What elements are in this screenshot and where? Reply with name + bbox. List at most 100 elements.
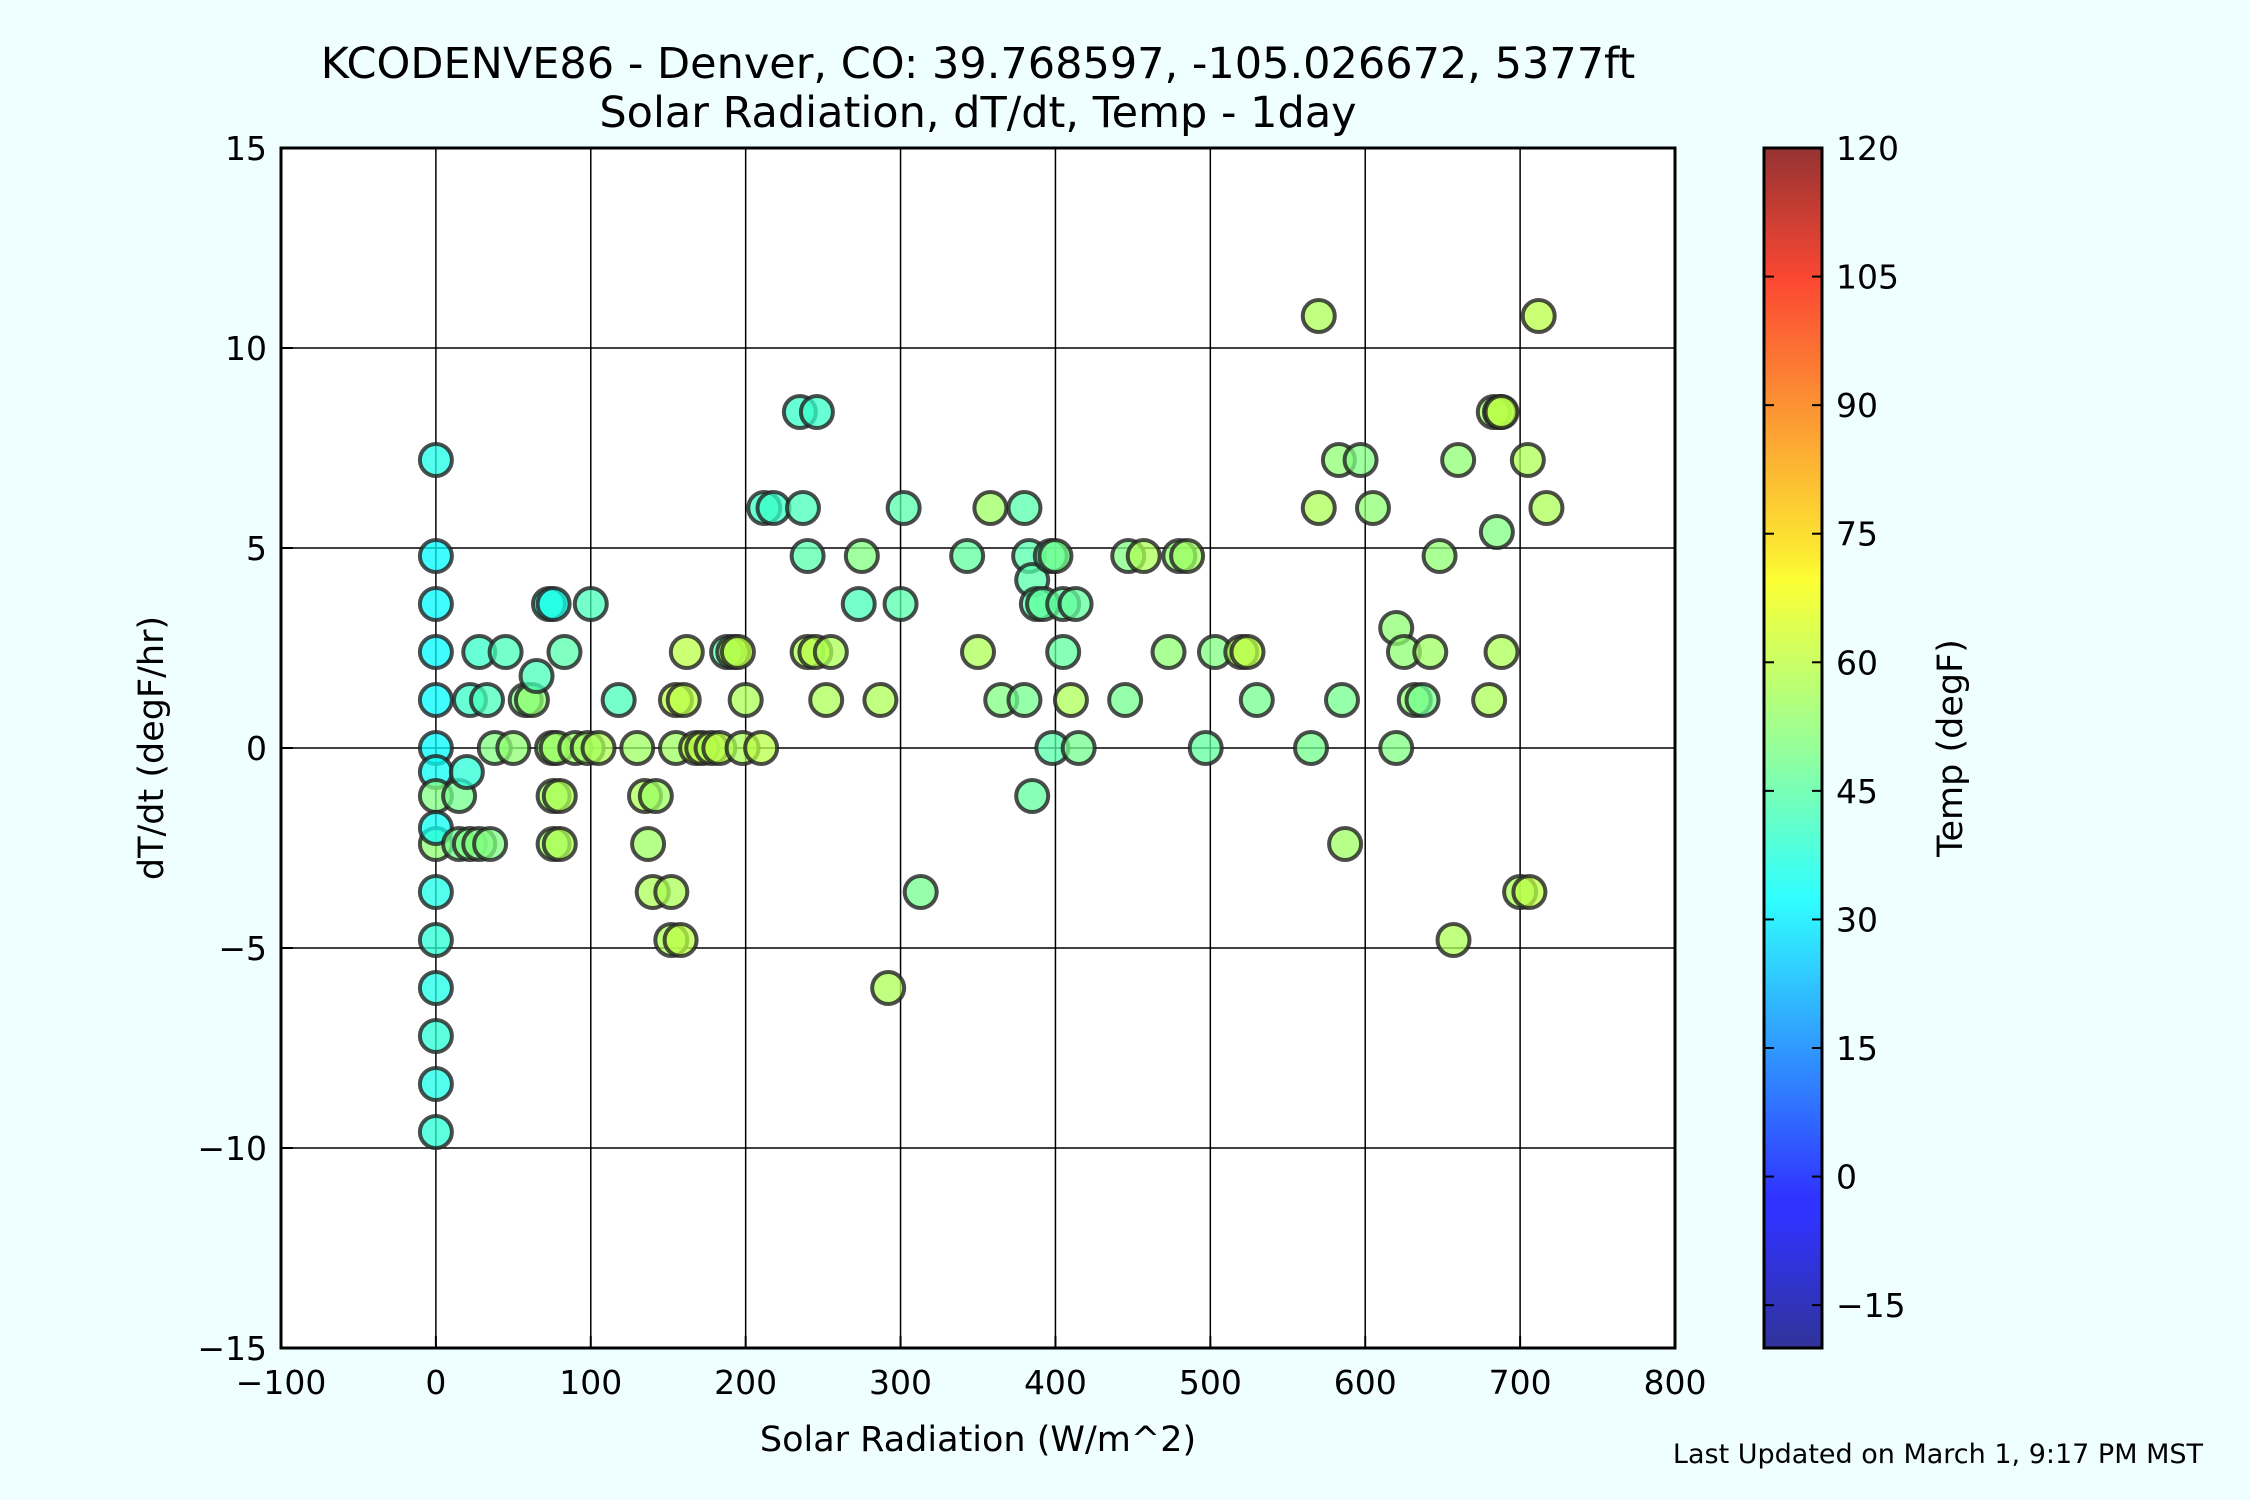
data-point [1509,442,1546,478]
data-point [417,1114,454,1150]
y-tick-label: 5 [246,529,267,568]
data-point [448,754,485,790]
data-point [1045,634,1082,670]
data-point [580,730,617,766]
data-point [417,970,454,1006]
data-point [1483,634,1520,670]
data-point [665,682,702,718]
data-point [417,682,454,718]
data-points [417,298,1565,1150]
data-point [870,970,907,1006]
data-point [518,658,555,694]
data-point [1238,682,1275,718]
x-tick-label: 700 [1489,1363,1552,1402]
data-point [719,634,756,670]
data-point [1327,826,1364,862]
data-point [417,538,454,574]
data-point [1435,922,1472,958]
data-point [653,874,690,910]
data-point [1511,874,1548,910]
data-point [949,538,986,574]
x-axis-ticks: −100 0 100 200 300 400 500 600 700 800 [236,1336,1707,1402]
data-point [417,1066,454,1102]
last-updated: Last Updated on March 1, 9:17 PM MST [1673,1439,2204,1470]
data-point [1412,634,1449,670]
data-point [1150,634,1187,670]
y-tick-label: −5 [218,929,267,968]
data-point [472,826,509,862]
colorbar-ticks: −15 0 15 30 45 60 75 90 105 120 [1764,129,1906,1325]
data-point [1293,730,1330,766]
data-point [1378,730,1415,766]
x-tick-label: 300 [869,1363,932,1402]
y-axis-label: dT/dt (degF/hr) [132,616,172,880]
data-point [743,730,780,766]
data-point [812,634,849,670]
data-point [1520,298,1557,334]
y-tick-label: 10 [225,329,267,368]
data-point [1440,442,1477,478]
data-point [668,634,705,670]
data-point [1052,682,1089,718]
data-point [1169,538,1206,574]
data-point [487,634,524,670]
y-tick-label: 15 [225,129,267,168]
data-point [535,586,572,622]
colorbar-tick-label: 15 [1836,1029,1878,1068]
data-point [619,730,656,766]
data-point [417,1018,454,1054]
data-point [1300,298,1337,334]
data-point [1478,514,1515,550]
data-point [1354,490,1391,526]
x-tick-label: 800 [1644,1363,1707,1402]
y-tick-label: −10 [197,1129,267,1168]
data-point [1323,682,1360,718]
data-point [469,682,506,718]
colorbar-tick-label: 60 [1836,643,1878,682]
colorbar-label: Temp (degF) [1931,639,1971,858]
data-point [843,538,880,574]
data-point [1342,442,1379,478]
x-tick-label: 400 [1024,1363,1087,1402]
data-point [1229,634,1266,670]
data-point [417,586,454,622]
data-point [789,538,826,574]
data-point [600,682,637,718]
data-point [1057,586,1094,622]
data-point [882,586,919,622]
data-point [1107,682,1144,718]
y-tick-label: 0 [246,729,267,768]
colorbar [1762,146,1824,1350]
data-point [1483,394,1520,430]
data-point [1300,490,1337,526]
data-point [784,490,821,526]
data-point [1528,490,1565,526]
data-point [1187,730,1224,766]
data-point [1125,538,1162,574]
y-axis-ticks: −15 −10 −5 0 5 10 15 [197,129,293,1368]
data-point [1006,490,1043,526]
colorbar-tick-label: 0 [1836,1158,1857,1197]
x-tick-label: 600 [1334,1363,1397,1402]
x-tick-label: 100 [559,1363,622,1402]
colorbar-tick-label: 30 [1836,900,1878,939]
data-point [417,874,454,910]
colorbar-tick-label: 75 [1836,515,1878,554]
data-point [1006,682,1043,718]
data-point [972,490,1009,526]
chart-subtitle: Solar Radiation, dT/dt, Temp - 1day [599,88,1356,138]
data-point [885,490,922,526]
chart-title: KCODENVE86 - Denver, CO: 39.768597, -105… [321,39,1636,89]
data-point [1471,682,1508,718]
data-point [417,442,454,478]
data-point [417,922,454,958]
x-tick-label: 0 [425,1363,446,1402]
x-axis-label: Solar Radiation (W/m^2) [760,1420,1196,1460]
colorbar-tick-label: 45 [1836,772,1878,811]
data-point [902,874,939,910]
data-point [541,778,578,814]
data-point [1037,538,1074,574]
data-point [808,682,845,718]
data-point [727,682,764,718]
